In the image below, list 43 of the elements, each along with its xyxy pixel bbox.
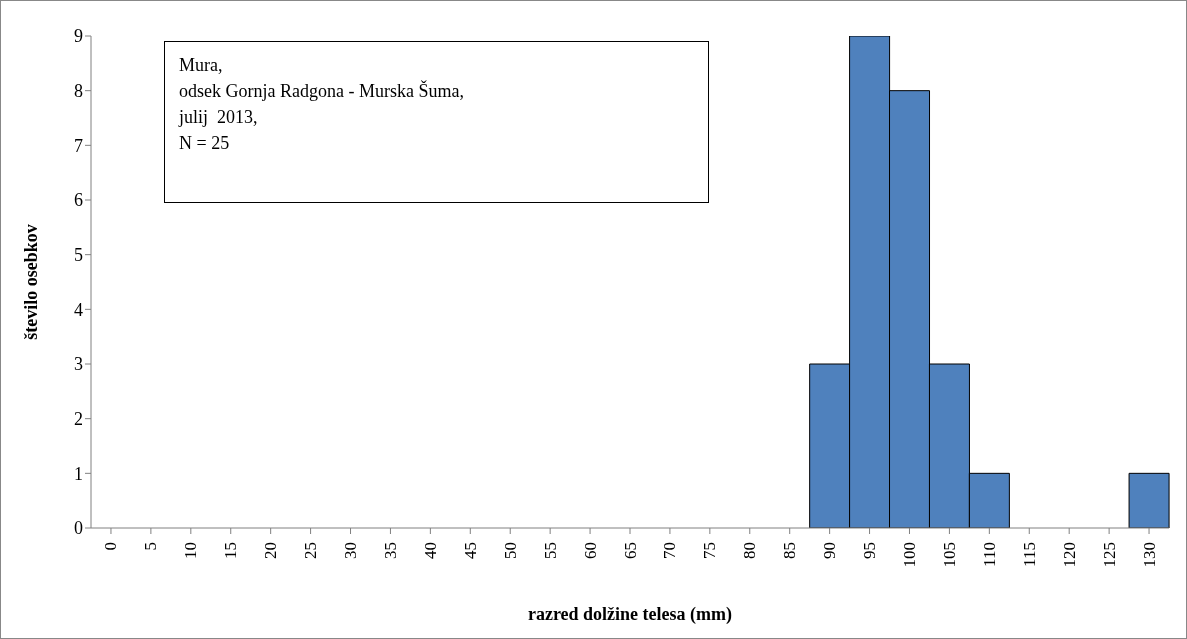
x-tick-label: 125 xyxy=(1099,542,1119,568)
x-tick-label: 35 xyxy=(380,542,400,559)
x-tick-label: 50 xyxy=(500,542,520,559)
x-tick-label: 65 xyxy=(620,542,640,559)
y-tick-label: 3 xyxy=(74,354,83,375)
x-tick-label: 70 xyxy=(660,542,680,559)
annotation: Mura, xyxy=(179,54,224,77)
bar xyxy=(1128,472,1170,528)
x-tick-label: 30 xyxy=(341,542,361,559)
x-tick-label: 45 xyxy=(460,542,480,559)
x-tick-label: 130 xyxy=(1139,542,1159,568)
x-axis-title: razred dolžine telesa (mm) xyxy=(527,604,733,625)
y-tick-label: 5 xyxy=(74,245,83,266)
x-tick-label: 95 xyxy=(860,542,880,559)
x-tick-label: 115 xyxy=(1019,542,1039,567)
x-tick-label: 25 xyxy=(301,542,321,559)
x-tick-label: 20 xyxy=(261,542,281,559)
x-tick-label: 0 xyxy=(101,542,121,551)
y-tick-label: 9 xyxy=(74,26,83,47)
x-tick-label: 55 xyxy=(540,542,560,559)
annotation: N = 25 xyxy=(179,132,231,155)
x-tick-label: 75 xyxy=(700,542,720,559)
x-tick-label: 60 xyxy=(580,542,600,559)
annotation: julij 2013, xyxy=(179,106,259,129)
x-tick-label: 100 xyxy=(899,542,919,568)
y-axis-title: število osebkov xyxy=(21,224,42,340)
x-tick-label: 80 xyxy=(740,542,760,559)
x-tick-label: 15 xyxy=(221,542,241,559)
x-tick-label: 105 xyxy=(939,542,959,568)
x-tick-label: 120 xyxy=(1059,542,1079,568)
y-tick-label: 6 xyxy=(74,190,83,211)
x-tick-label: 40 xyxy=(420,542,440,559)
x-tick-label: 85 xyxy=(780,542,800,559)
x-tick-label: 5 xyxy=(141,542,161,551)
x-tick-label: 90 xyxy=(820,542,840,559)
y-tick-label: 2 xyxy=(74,409,83,430)
y-tick-label: 8 xyxy=(74,81,83,102)
x-tick-label: 110 xyxy=(979,542,999,567)
x-tick-label: 10 xyxy=(181,542,201,559)
y-tick-label: 4 xyxy=(74,299,83,320)
annotation: odsek Gornja Radgona - Murska Šuma, xyxy=(179,79,465,103)
y-tick-label: 1 xyxy=(74,463,83,484)
y-tick-label: 7 xyxy=(74,135,83,156)
